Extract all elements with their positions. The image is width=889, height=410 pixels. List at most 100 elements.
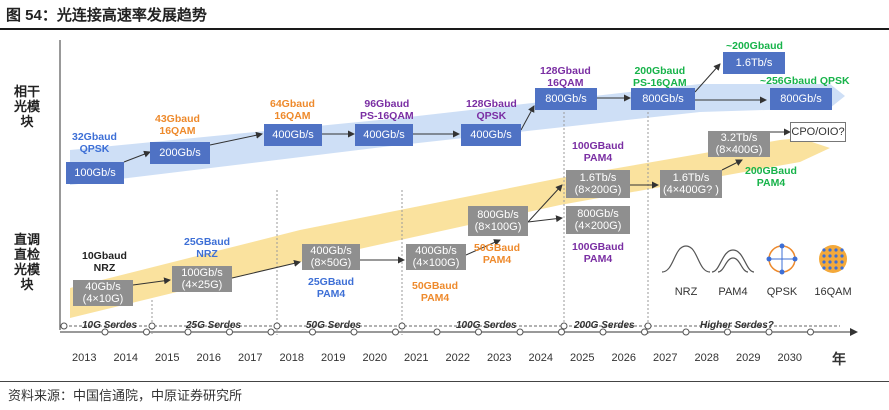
nrz-icon <box>661 245 711 273</box>
year-tick <box>765 328 773 336</box>
year-tick <box>516 328 524 336</box>
year-label: 2018 <box>279 352 304 364</box>
connector <box>520 105 535 131</box>
source-note: 资料来源：中国信通院，中原证券研究所 <box>8 388 243 403</box>
direct-box: 3.2Tb/s (8×400G) <box>708 131 770 157</box>
year-label: 2026 <box>611 352 636 364</box>
serdes-label: 50G Serdes <box>306 320 362 331</box>
connector <box>721 159 743 171</box>
year-tick <box>101 328 109 336</box>
year-label: 2014 <box>113 352 138 364</box>
modulation-label: QPSK <box>766 286 798 298</box>
serdes-label: 10G Serdes <box>82 320 138 331</box>
serdes-label: 200G Serdes <box>574 320 635 331</box>
coherent-label: ~200Gbaud <box>726 40 783 52</box>
coherent-box: 1.6Tb/s <box>723 52 785 74</box>
coherent-box: 400Gb/s <box>264 124 322 146</box>
year-label: 2029 <box>736 352 761 364</box>
year-tick <box>641 328 648 336</box>
year-tick <box>475 328 482 336</box>
direct-label: 100GBaud PAM4 <box>572 241 624 265</box>
connector <box>209 131 263 146</box>
direct-label: 25GBaud NRZ <box>184 236 231 260</box>
year-tick <box>599 328 607 336</box>
year-label: 2030 <box>777 352 802 364</box>
year-label: 2020 <box>362 352 387 364</box>
coherent-box: 800Gb/s <box>535 88 597 110</box>
pam4-icon <box>711 249 755 273</box>
direct-box: 1.6Tb/s (4×400G? ) <box>660 170 722 198</box>
serdes-label: 25G Serdes <box>186 320 242 331</box>
connector <box>527 184 563 223</box>
row-label-coherent: 相干光模块 <box>13 84 40 129</box>
year-tick <box>392 328 399 336</box>
direct-box: 400Gb/s (8×50G) <box>302 244 360 270</box>
coherent-label: 128Gbaud QPSK <box>466 98 517 122</box>
year-label: 2021 <box>404 352 429 364</box>
direct-trend-arrow <box>70 138 830 318</box>
coherent-box: 800Gb/s <box>770 88 832 110</box>
connector <box>465 239 501 256</box>
direct-box: 100Gb/s (4×25G) <box>172 266 232 292</box>
direct-label: 50GBaud PAM4 <box>474 242 521 266</box>
modulation-label: PAM4 <box>718 286 748 298</box>
serdes-node <box>148 322 156 330</box>
year-tick <box>724 328 731 336</box>
year-label: 2024 <box>528 352 553 364</box>
year-label: 2013 <box>72 352 97 364</box>
connector <box>694 63 721 93</box>
timeline-arrowhead <box>850 328 858 336</box>
year-tick <box>143 328 150 336</box>
coherent-label: ~256Gbaud QPSK <box>760 75 850 87</box>
connector <box>231 259 301 279</box>
connector <box>132 277 171 286</box>
serdes-node <box>273 322 281 330</box>
year-tick <box>682 328 690 336</box>
modulation-label: 16QAM <box>814 286 852 298</box>
year-tick <box>267 328 275 336</box>
coherent-box: 400Gb/s <box>461 124 521 146</box>
connector <box>123 150 151 163</box>
year-label: 2019 <box>321 352 346 364</box>
year-label: 2028 <box>694 352 719 364</box>
year-tick <box>184 328 192 336</box>
coherent-label: 200Gbaud PS-16QAM <box>633 65 687 89</box>
direct-box: CPO/OIO? <box>790 122 846 142</box>
year-label: 2022 <box>445 352 470 364</box>
year-label: 2016 <box>196 352 221 364</box>
direct-label: 200GBaud PAM4 <box>745 165 797 189</box>
coherent-box: 200Gb/s <box>150 142 210 164</box>
modulation-label: NRZ <box>674 286 698 298</box>
title-rule <box>0 28 889 30</box>
year-label: 2017 <box>238 352 263 364</box>
year-tick <box>350 328 358 336</box>
serdes-label: 100G Serdes <box>456 320 517 331</box>
serdes-node <box>398 322 406 330</box>
year-label: 年 <box>832 351 846 367</box>
coherent-label: 128Gbaud 16QAM <box>540 65 591 89</box>
coherent-label: 96Gbaud PS-16QAM <box>360 98 414 122</box>
direct-label: 100GBaud PAM4 <box>572 140 624 164</box>
coherent-label: 64Gbaud 16QAM <box>270 98 315 122</box>
coherent-box: 400Gb/s <box>355 124 413 146</box>
year-label: 2023 <box>487 352 512 364</box>
serdes-node <box>644 322 652 330</box>
year-tick <box>433 328 441 336</box>
serdes-label: Higher Serdes? <box>700 320 774 331</box>
year-label: 2015 <box>155 352 180 364</box>
direct-box: 40Gb/s (4×10G) <box>73 280 133 306</box>
year-tick <box>807 328 814 336</box>
year-label: 2027 <box>653 352 678 364</box>
direct-box: 800Gb/s (8×100G) <box>468 206 528 236</box>
coherent-label: 32Gbaud QPSK <box>72 131 117 155</box>
direct-box: 1.6Tb/s (8×200G) <box>566 170 630 198</box>
row-label-direct: 直调直检光模块 <box>13 232 40 292</box>
serdes-node <box>560 322 568 330</box>
coherent-box: 800Gb/s <box>631 88 695 110</box>
year-tick <box>226 328 233 336</box>
direct-box: 800Gb/s (4×200G) <box>566 206 630 234</box>
connector <box>527 215 563 223</box>
direct-label: 25GBaud PAM4 <box>308 276 355 300</box>
coherent-box: 100Gb/s <box>66 162 124 184</box>
bottom-rule <box>0 381 889 382</box>
